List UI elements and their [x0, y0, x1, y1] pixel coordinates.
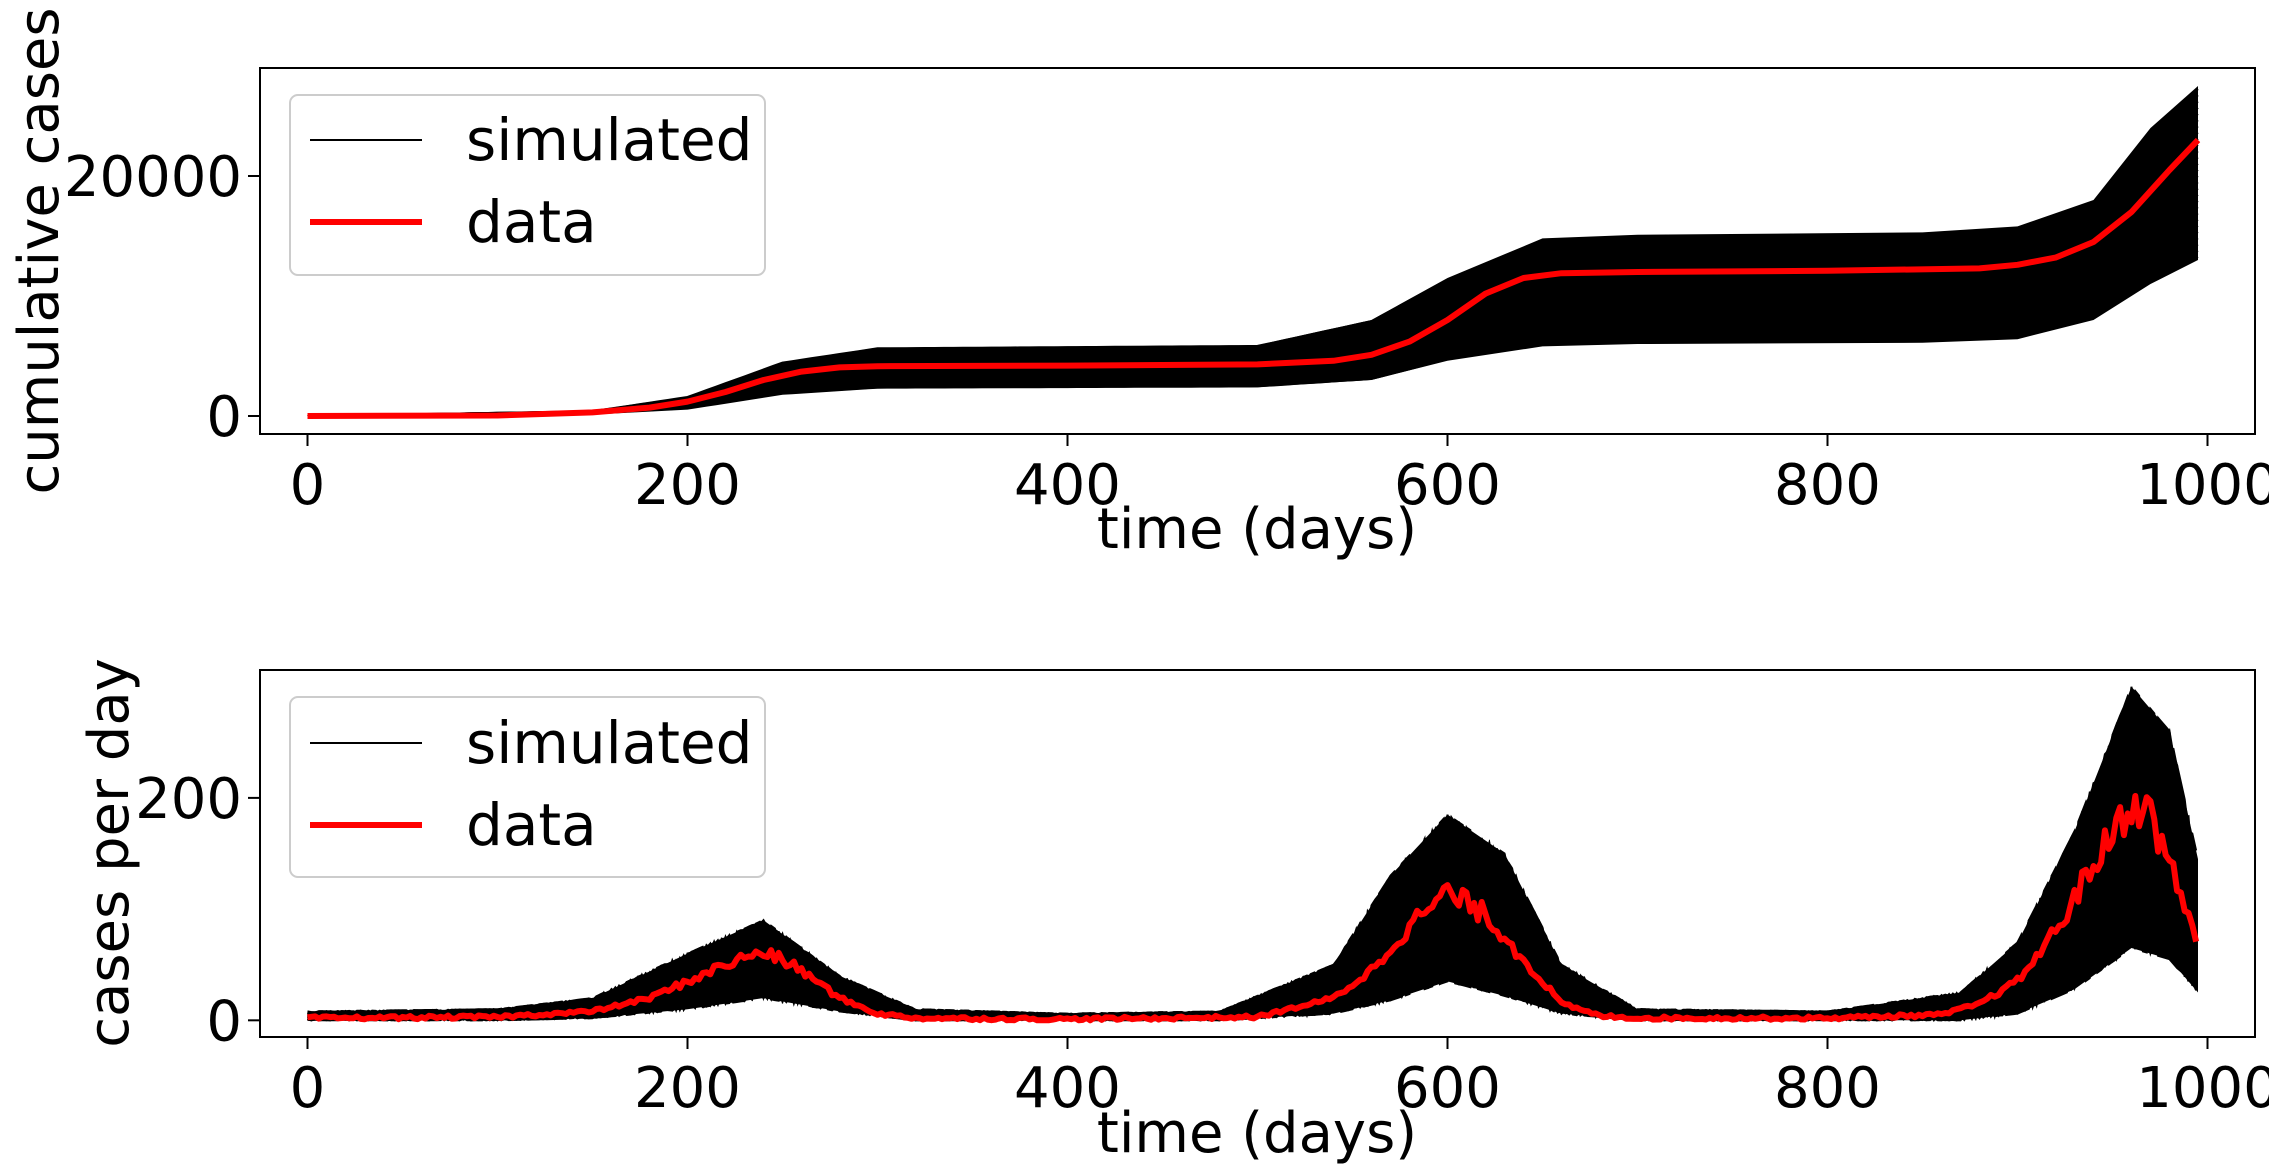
- x-tick-label: 600: [1394, 1056, 1501, 1121]
- cumulative-cases-chart: 0 200 400 600 800 1000 0 20000 time (days) cum…: [7, 7, 2269, 562]
- x-tick-label: 800: [1774, 453, 1881, 518]
- x-tick-label: 200: [634, 453, 741, 518]
- y-axis-label-top: cumulative cases: [7, 7, 72, 494]
- legend-top: simulated data: [289, 94, 766, 276]
- simulated-trajectory: [307, 853, 2198, 1021]
- legend-label-data-top: data: [466, 188, 597, 256]
- x-tick-label: 0: [290, 453, 326, 518]
- x-tick-label: 400: [1014, 453, 1121, 518]
- y-tick-label: 0: [206, 989, 242, 1054]
- x-tick-label: 1000: [2136, 1056, 2269, 1121]
- x-tick-label: 600: [1394, 453, 1501, 518]
- y-tick-label: 200: [135, 767, 242, 832]
- cases-per-day-chart: 0 200 400 600 800 1000 0 200 time (days) cases…: [77, 658, 2269, 1166]
- data-series-bottom: [307, 793, 2200, 1024]
- axes-frame-top: [259, 67, 2256, 435]
- y-tick-label: 20000: [64, 145, 242, 210]
- x-ticks-bottom: 0 200 400 600 800 1000: [290, 1037, 2269, 1121]
- simulated-envelope: [307, 686, 2198, 1021]
- x-axis-label-top: time (days): [1097, 497, 1417, 562]
- x-tick-label: 1000: [2136, 453, 2269, 518]
- simulated-envelope: [307, 86, 2198, 416]
- y-ticks-bottom: 0 200: [135, 767, 260, 1054]
- data-line: [307, 793, 2200, 1024]
- y-axis-label-bottom: cases per day: [77, 658, 142, 1048]
- x-tick-label: 200: [634, 1056, 741, 1121]
- x-axis-label-bottom: time (days): [1097, 1101, 1417, 1166]
- simulated-trajectory: [307, 861, 2197, 1021]
- x-tick-label: 400: [1014, 1056, 1121, 1121]
- simulated-trajectory: [307, 865, 2198, 1022]
- x-ticks-top: 0 200 400 600 800 1000: [290, 434, 2269, 518]
- x-tick-label: 800: [1774, 1056, 1881, 1121]
- legend-label-simulated-top: simulated: [466, 106, 753, 174]
- y-tick-label: 0: [206, 385, 242, 450]
- y-ticks-top: 0 20000: [64, 145, 260, 450]
- legend-label-simulated-bottom: simulated: [466, 709, 753, 777]
- legend-bottom: simulated data: [289, 696, 766, 878]
- axes-frame-bottom: [259, 669, 2256, 1038]
- x-tick-label: 0: [290, 1056, 326, 1121]
- data-line: [307, 137, 2201, 419]
- legend-label-data-bottom: data: [466, 791, 597, 859]
- data-series-top: [307, 137, 2201, 419]
